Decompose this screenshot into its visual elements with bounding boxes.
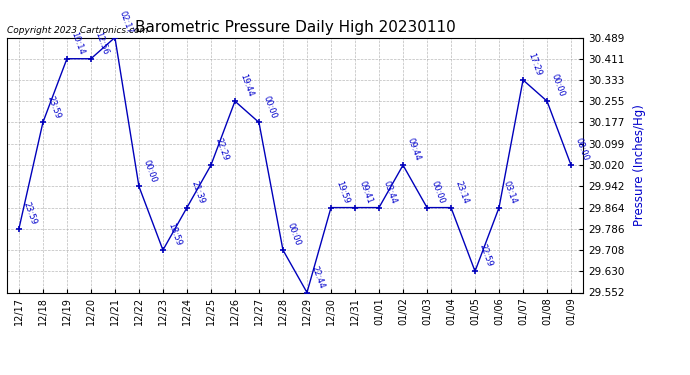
Text: 21:39: 21:39 xyxy=(190,179,206,205)
Title: Barometric Pressure Daily High 20230110: Barometric Pressure Daily High 20230110 xyxy=(135,20,455,35)
Text: 08:00: 08:00 xyxy=(574,137,591,162)
Text: 10:14: 10:14 xyxy=(70,30,86,56)
Text: 18:59: 18:59 xyxy=(166,222,182,247)
Text: Copyright 2023 Cartronics.com: Copyright 2023 Cartronics.com xyxy=(7,26,148,35)
Text: 23:59: 23:59 xyxy=(46,94,62,120)
Text: 22:44: 22:44 xyxy=(310,264,326,290)
Text: 22:29: 22:29 xyxy=(214,137,230,162)
Text: 00:00: 00:00 xyxy=(430,179,446,205)
Text: 22:59: 22:59 xyxy=(477,243,494,268)
Y-axis label: Pressure (Inches/Hg): Pressure (Inches/Hg) xyxy=(633,104,646,226)
Text: 00:00: 00:00 xyxy=(141,158,158,184)
Text: 02:17: 02:17 xyxy=(118,9,135,35)
Text: 23:14: 23:14 xyxy=(454,179,471,205)
Text: 09:41: 09:41 xyxy=(358,179,375,205)
Text: 03:14: 03:14 xyxy=(502,179,518,205)
Text: 03:44: 03:44 xyxy=(382,179,398,205)
Text: 12:56: 12:56 xyxy=(94,30,110,56)
Text: 17:29: 17:29 xyxy=(526,52,542,77)
Text: 09:44: 09:44 xyxy=(406,137,422,162)
Text: 19:59: 19:59 xyxy=(334,179,351,205)
Text: 00:00: 00:00 xyxy=(550,73,566,98)
Text: 19:44: 19:44 xyxy=(238,73,255,98)
Text: 00:00: 00:00 xyxy=(262,94,278,120)
Text: 00:00: 00:00 xyxy=(286,222,302,247)
Text: 23:59: 23:59 xyxy=(21,201,39,226)
